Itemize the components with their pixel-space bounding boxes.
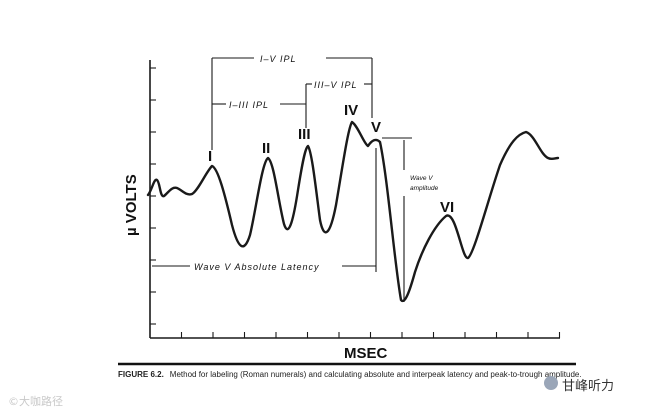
absolute-latency-label: Wave V Absolute Latency xyxy=(194,262,320,272)
y-axis-label: µ VOLTS xyxy=(123,174,140,236)
absolute-latency-bracket xyxy=(152,148,377,272)
y-axis-ticks xyxy=(150,67,156,325)
amplitude-bracket xyxy=(382,137,412,302)
amplitude-label-line1: Wave V xyxy=(410,175,433,182)
peak-label-iii: III xyxy=(298,126,311,143)
i-iii-ipl-label: I–III IPL xyxy=(229,100,269,110)
watermark-left: ©大咖路径 xyxy=(8,395,63,408)
figure-caption-text: Method for labeling (Roman numerals) and… xyxy=(169,370,582,379)
peak-label-ii: II xyxy=(262,140,270,157)
peak-label-v: V xyxy=(371,119,381,136)
x-axis-label: MSEC xyxy=(344,345,388,362)
peak-label-vi: VI xyxy=(440,199,454,216)
peak-label-i: I xyxy=(208,148,212,165)
i-iii-ipl-bracket xyxy=(212,84,307,128)
abr-waveform-line xyxy=(146,120,560,303)
i-v-ipl-label: I–V IPL xyxy=(260,54,297,64)
amplitude-label-line2: amplitude xyxy=(410,185,439,192)
figure-caption: FIGURE 6.2. Method for labeling (Roman nu… xyxy=(118,369,588,380)
iii-v-ipl-label: III–V IPL xyxy=(314,80,358,90)
figure-number: FIGURE 6.2. xyxy=(118,370,164,379)
watermark-logo-icon xyxy=(544,376,558,390)
peak-label-iv: IV xyxy=(344,102,358,119)
watermark-right: 甘峰听力 xyxy=(562,379,615,394)
x-axis-ticks xyxy=(180,332,561,338)
